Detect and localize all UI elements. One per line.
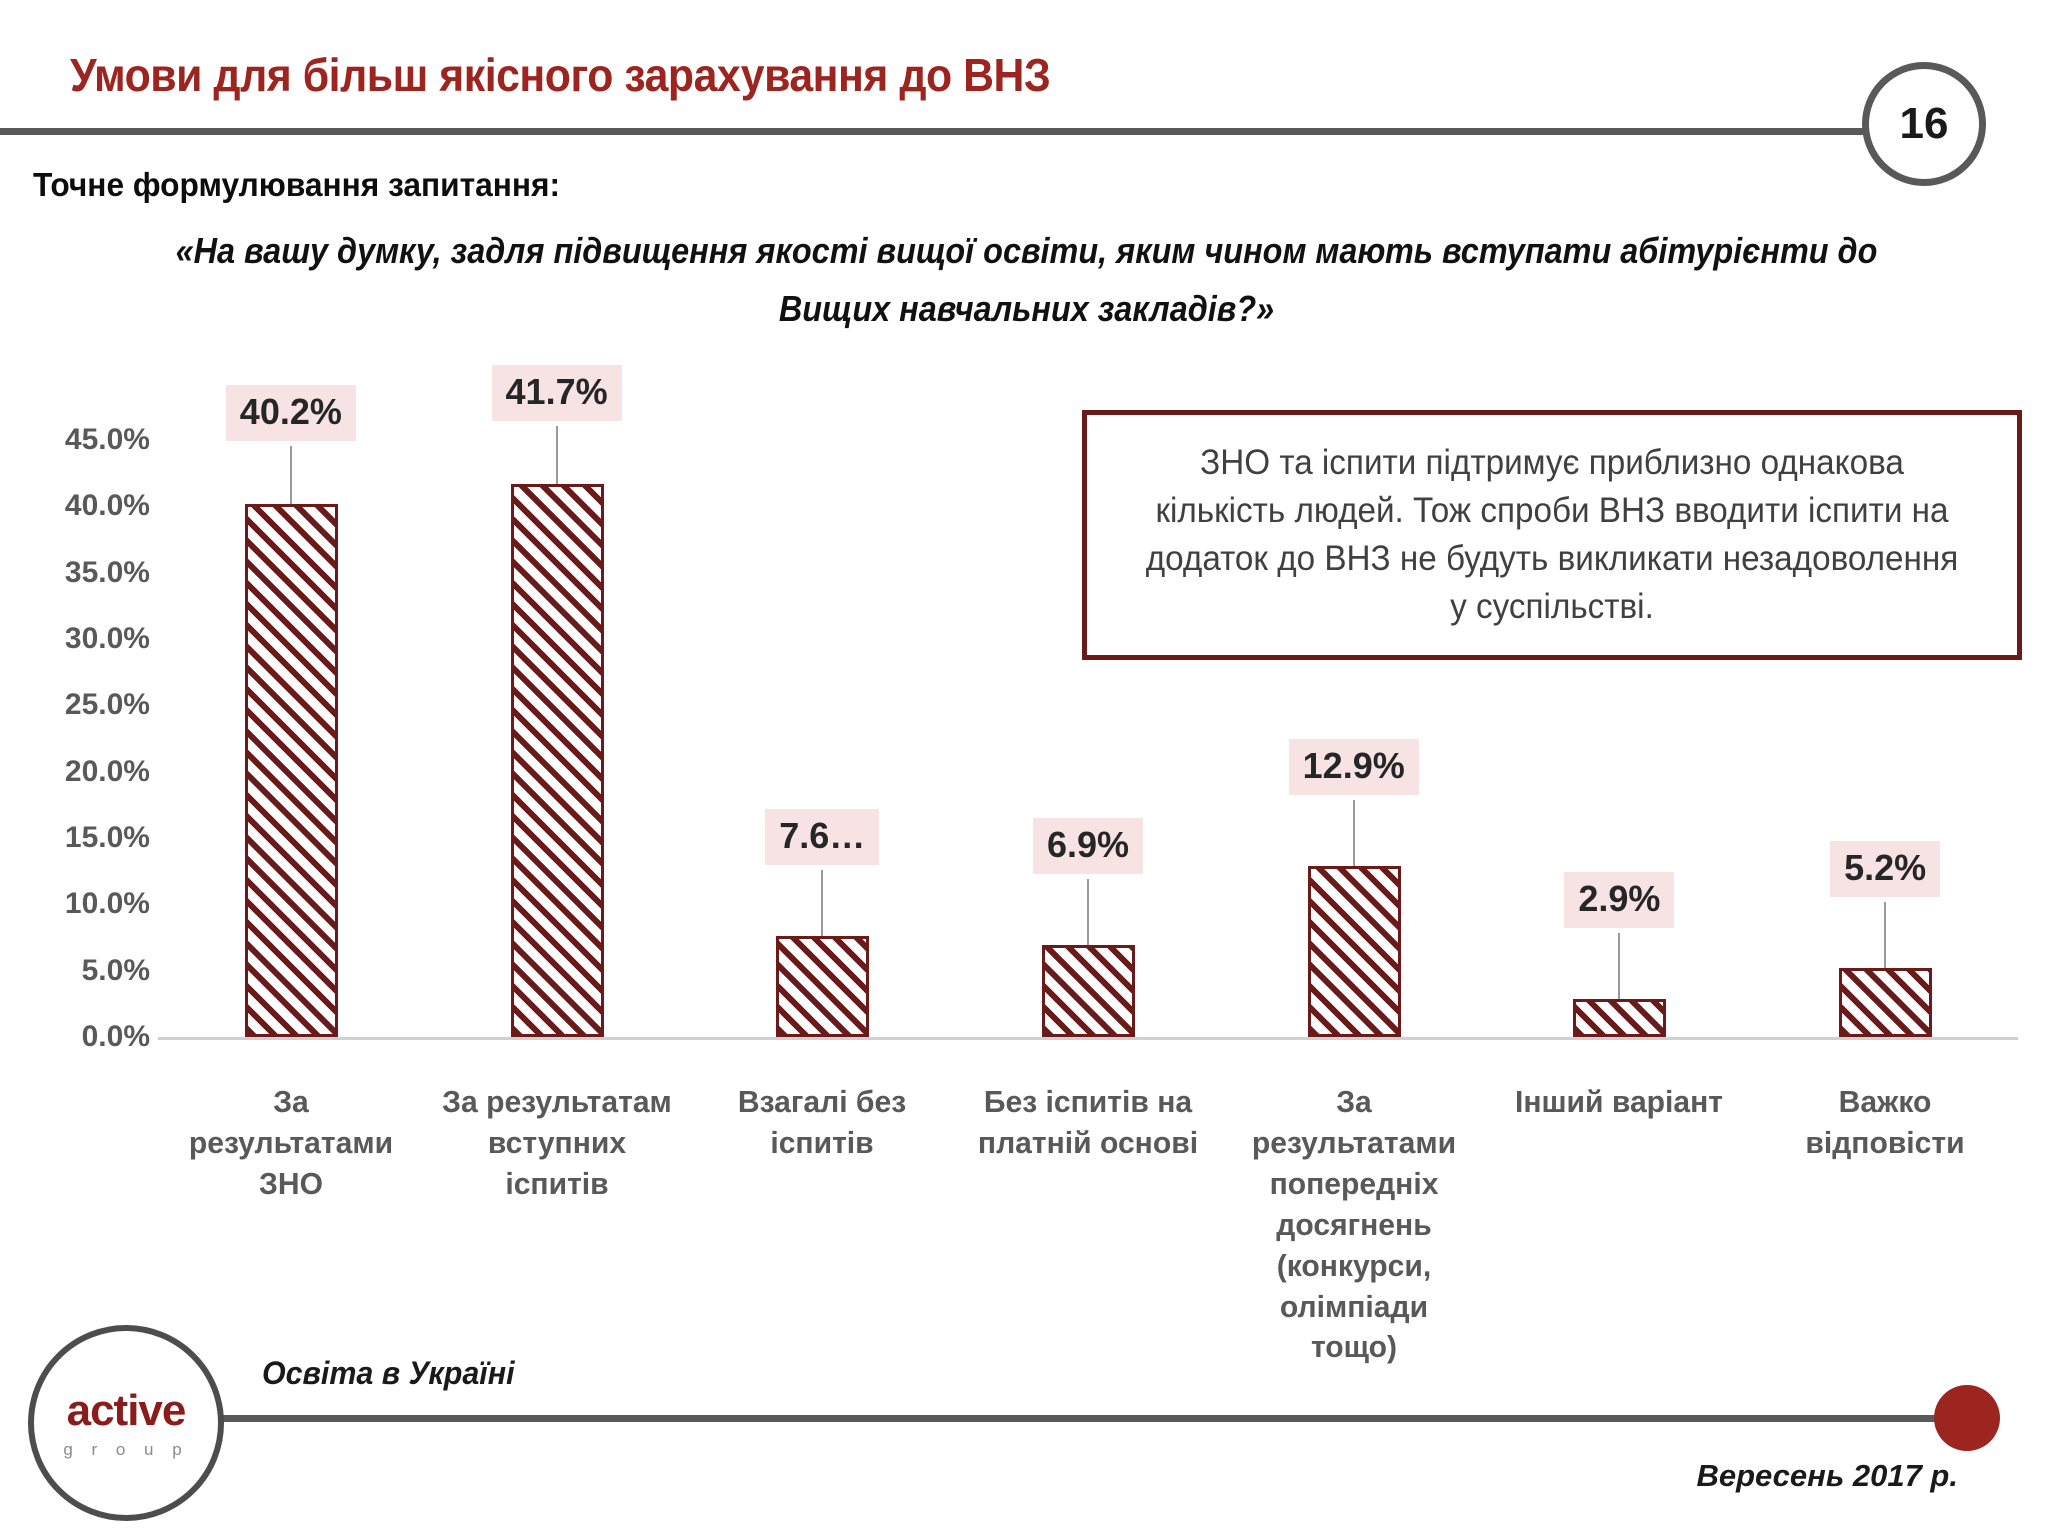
bar-data-label: 7.6… <box>765 809 880 866</box>
logo-secondary-text: g r o u p <box>63 1439 189 1459</box>
bar[interactable] <box>1307 865 1401 1037</box>
bar-data-label: 2.9% <box>1564 871 1675 928</box>
bar-data-label: 5.2% <box>1830 841 1941 898</box>
x-axis-category-label: За результатам вступних іспитів <box>441 1084 672 1201</box>
bar[interactable] <box>510 483 604 1037</box>
brand-logo: active g r o u p <box>28 1325 224 1521</box>
bar-chart: 0.0% 5.0% 10.0% 15.0% 20.0% 25.0% 30.0% 35.0% 40… <box>0 364 2048 1080</box>
question-heading: Точне формулювання запитання: <box>33 166 561 203</box>
callout-text: ЗНО та іспити підтримує приблизно однако… <box>1145 443 1959 626</box>
y-axis-tick: 35.0% <box>64 555 150 589</box>
y-axis-tick: 15.0% <box>64 821 150 854</box>
data-label-leader-line <box>1884 902 1887 969</box>
data-label-leader-line <box>1087 879 1089 946</box>
bar[interactable] <box>1042 945 1135 1037</box>
x-axis-baseline <box>158 1037 2018 1040</box>
y-axis-tick: 10.0% <box>64 887 150 921</box>
x-axis-labels: За результатами ЗНО За результатам вступн… <box>158 1082 2018 1402</box>
bar[interactable] <box>244 503 338 1037</box>
page-title: Умови для більш якісного зарахування до … <box>70 49 1051 101</box>
logo-primary-text: active <box>66 1385 187 1435</box>
x-axis-category-label: Важко відповісти <box>1805 1084 1965 1160</box>
data-label-leader-line <box>555 425 558 484</box>
y-axis-tick: 30.0% <box>64 622 150 655</box>
x-axis-category-label: Без іспитів на платній основі <box>977 1084 1199 1160</box>
bar-data-label: 12.9% <box>1288 738 1419 795</box>
page-number-badge: 16 <box>1862 62 1986 186</box>
bar[interactable] <box>776 936 870 1037</box>
x-axis-category-label: За результатами ЗНО <box>188 1084 393 1201</box>
data-label-leader-line <box>1352 799 1355 866</box>
bar-data-label: 41.7% <box>491 364 622 421</box>
plot-area: 40.2% 41.7% 7.6… 6.9% 12.9% 2.9% 5.2% <box>158 364 2018 1040</box>
y-axis-tick: 0.0% <box>81 1020 150 1053</box>
y-axis: 0.0% 5.0% 10.0% 15.0% 20.0% 25.0% 30.0% 35.0% 40… <box>30 380 150 1053</box>
data-label-leader-line <box>1618 932 1621 999</box>
y-axis-tick: 40.0% <box>64 489 150 523</box>
bar-data-label: 6.9% <box>1032 818 1144 875</box>
data-label-leader-line <box>821 870 824 937</box>
bar[interactable] <box>1839 968 1933 1037</box>
footer-date: Вересень 2017 р. <box>1696 1458 1958 1493</box>
x-axis-category-label: Інший варіант <box>1515 1084 1724 1119</box>
bar[interactable] <box>1573 998 1667 1037</box>
y-axis-tick: 25.0% <box>64 688 150 722</box>
question-text: «На вашу думку, задля підвищення якості … <box>175 230 1878 329</box>
footer-caption: Освіта в Україні <box>262 1355 515 1391</box>
callout-box: ЗНО та іспити підтримує приблизно однако… <box>1082 410 2022 660</box>
x-axis-category-label: Взагалі без іспитів <box>738 1084 907 1160</box>
data-label-leader-line <box>289 445 292 504</box>
y-axis-tick: 20.0% <box>64 754 150 788</box>
y-axis-tick: 5.0% <box>81 953 150 987</box>
y-axis-tick: 45.0% <box>64 423 150 456</box>
x-axis-category-label: За результатами попередніх досягнень (ко… <box>1251 1084 1456 1365</box>
footer-divider <box>190 1415 1980 1422</box>
footer-accent-dot <box>1934 1385 2000 1451</box>
bar-data-label: 40.2% <box>225 384 356 441</box>
page-number-label: 16 <box>1899 99 1949 148</box>
header-divider <box>0 128 1890 135</box>
